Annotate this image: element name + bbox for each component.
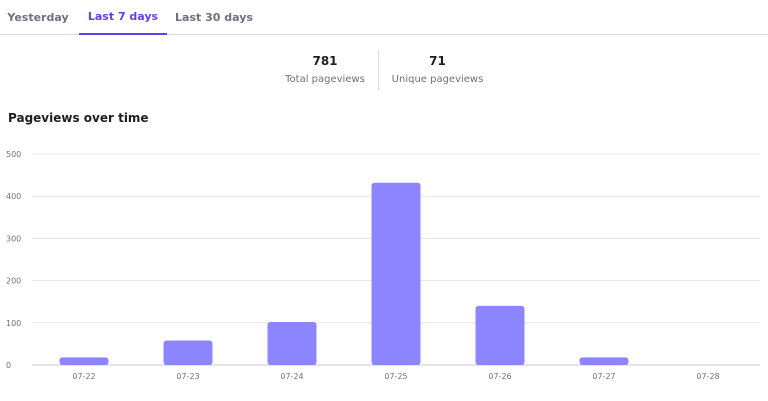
x-tick-label: 07-22 bbox=[72, 372, 95, 381]
y-tick-label: 100 bbox=[6, 319, 21, 328]
tab-last-30-days[interactable]: Last 30 days bbox=[175, 11, 253, 24]
tab-yesterday[interactable]: Yesterday bbox=[7, 11, 69, 24]
bar-07-26[interactable] bbox=[475, 305, 525, 365]
unique-pageviews-value: 71 bbox=[429, 54, 446, 68]
x-tick-label: 07-23 bbox=[176, 372, 199, 381]
bar-07-24[interactable] bbox=[267, 321, 317, 365]
bar-07-27[interactable] bbox=[579, 357, 629, 365]
pageviews-bar-chart: 0 100 200 300 400 500 07-22 07-23 07-24 07-25 07-2… bbox=[6, 150, 760, 381]
bar-07-22[interactable] bbox=[59, 357, 109, 365]
stats-summary: 781 Total pageviews 71 Unique pageviews bbox=[0, 35, 768, 95]
chart-title: Pageviews over time bbox=[8, 111, 149, 125]
unique-pageviews-label: Unique pageviews bbox=[391, 74, 484, 85]
y-tick-label: 200 bbox=[6, 277, 21, 286]
y-tick-label: 0 bbox=[6, 361, 11, 370]
date-range-tabs: Yesterday Last 7 days Last 30 days bbox=[0, 0, 768, 35]
tab-last-7-days[interactable]: Last 7 days bbox=[79, 0, 167, 35]
total-pageviews-label: Total pageviews bbox=[285, 74, 365, 85]
y-tick-label: 300 bbox=[6, 234, 21, 243]
x-tick-label: 07-27 bbox=[592, 372, 615, 381]
x-tick-label: 07-24 bbox=[280, 372, 303, 381]
bar-07-25[interactable] bbox=[371, 182, 421, 365]
total-pageviews-value: 781 bbox=[312, 54, 338, 68]
y-tick-label: 400 bbox=[6, 192, 21, 201]
y-tick-label: 500 bbox=[6, 150, 21, 159]
x-tick-label: 07-25 bbox=[384, 372, 407, 381]
x-tick-label: 07-26 bbox=[488, 372, 511, 381]
stats-divider bbox=[378, 50, 379, 90]
x-tick-label: 07-28 bbox=[696, 372, 719, 381]
bar-07-23[interactable] bbox=[163, 340, 213, 365]
